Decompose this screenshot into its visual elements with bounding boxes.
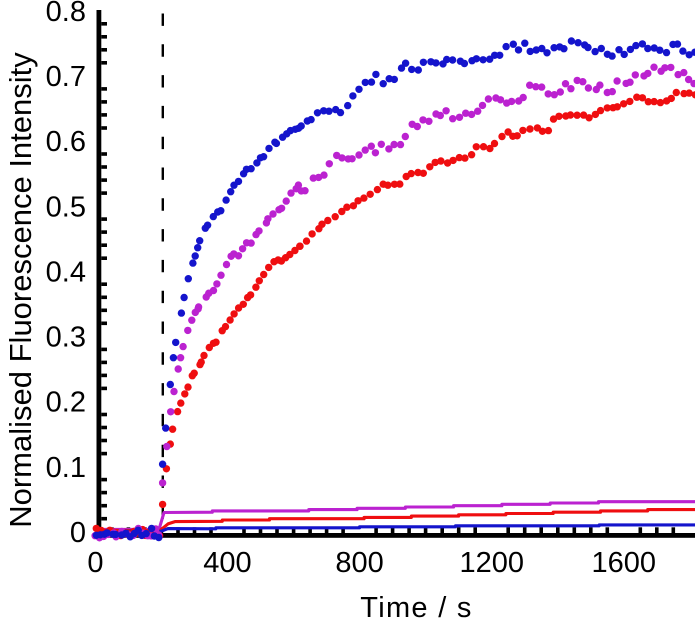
- svg-text:0.2: 0.2: [46, 387, 86, 419]
- svg-text:0.5: 0.5: [46, 191, 86, 223]
- svg-text:0.4: 0.4: [46, 256, 86, 288]
- svg-text:0.8: 0.8: [46, 0, 86, 28]
- svg-text:Time / s: Time / s: [360, 592, 472, 618]
- svg-text:0.7: 0.7: [46, 61, 86, 93]
- svg-text:0: 0: [87, 547, 103, 579]
- svg-text:0.6: 0.6: [46, 126, 86, 158]
- svg-text:1200: 1200: [459, 547, 524, 579]
- svg-text:400: 400: [203, 547, 251, 579]
- svg-text:0: 0: [70, 517, 86, 549]
- svg-text:800: 800: [335, 547, 383, 579]
- svg-text:0.1: 0.1: [46, 452, 86, 484]
- svg-text:0.3: 0.3: [46, 322, 86, 354]
- svg-text:1600: 1600: [592, 547, 657, 579]
- svg-text:Normalised Fluorescence Intens: Normalised Fluorescence Intensity: [3, 52, 38, 528]
